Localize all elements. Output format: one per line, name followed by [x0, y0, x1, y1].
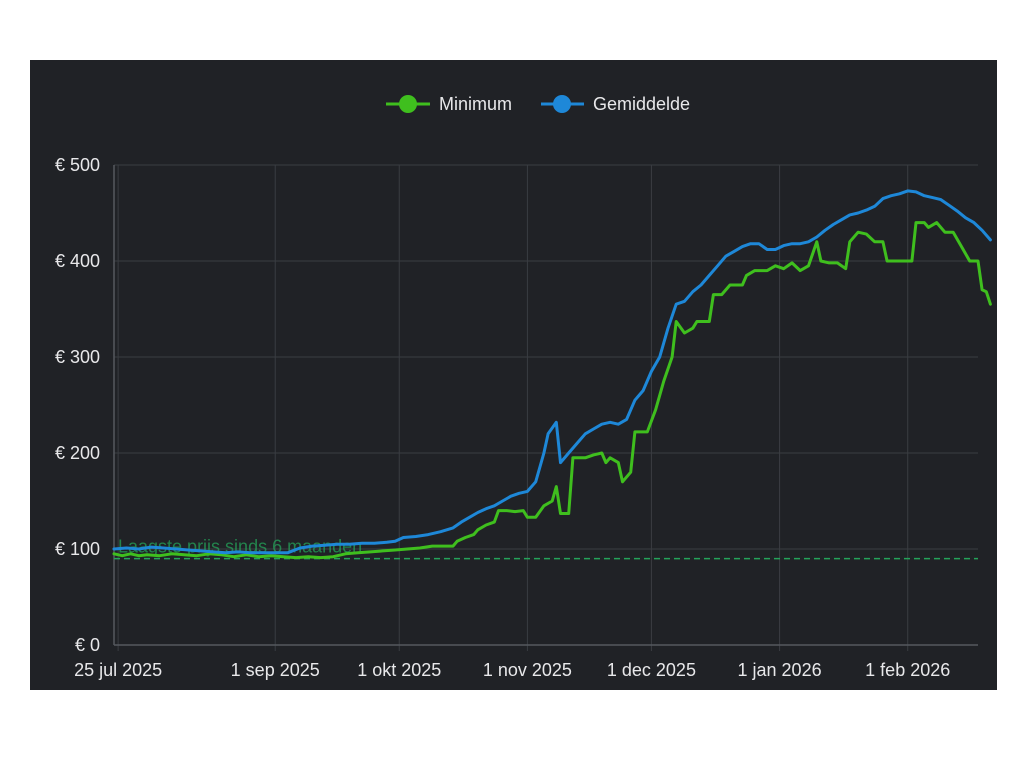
legend-marker-minimum[interactable]	[399, 95, 417, 113]
y-tick-label: € 300	[55, 347, 100, 367]
x-tick-label: 25 jul 2025	[74, 660, 162, 680]
series-line-minimum	[112, 221, 992, 560]
reference-line-label: Laagste prijs sinds 6 maanden	[118, 537, 362, 557]
y-tick-label: € 100	[55, 539, 100, 559]
x-tick-label: 1 nov 2025	[483, 660, 572, 680]
legend-label-gemiddelde[interactable]: Gemiddelde	[593, 94, 690, 114]
x-tick-label: 1 jan 2026	[738, 660, 822, 680]
y-tick-label: € 0	[75, 635, 100, 655]
price-history-chart: € 0 € 100 € 200 € 300 € 400 € 500 25 jul 2025 1…	[55, 94, 992, 680]
x-tick-label: 1 feb 2026	[865, 660, 950, 680]
x-tick-label: 1 sep 2025	[231, 660, 320, 680]
y-tick-label: € 400	[55, 251, 100, 271]
x-tick-label: 1 okt 2025	[357, 660, 441, 680]
legend-marker-gemiddelde[interactable]	[553, 95, 571, 113]
y-tick-label: € 500	[55, 155, 100, 175]
series-line-gemiddelde	[112, 189, 992, 555]
y-tick-label: € 200	[55, 443, 100, 463]
chart-panel: € 0 € 100 € 200 € 300 € 400 € 500 25 jul 2025 1…	[30, 60, 997, 690]
x-tick-label: 1 dec 2025	[607, 660, 696, 680]
legend-label-minimum[interactable]: Minimum	[439, 94, 512, 114]
